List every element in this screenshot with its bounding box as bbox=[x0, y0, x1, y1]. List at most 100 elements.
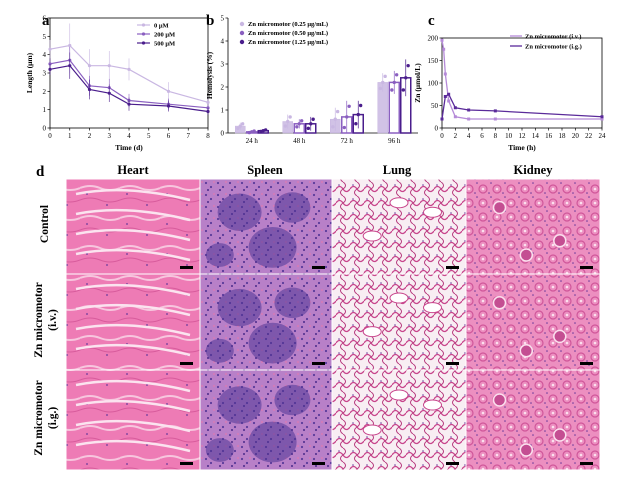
kidney-glomerulus bbox=[492, 200, 507, 215]
panel-c-point bbox=[453, 115, 457, 119]
histology-image-kidney bbox=[465, 369, 601, 471]
panel-b-dot bbox=[406, 63, 410, 68]
panel-b-legend-label: Zn micromotor (0.25 μg/mL) bbox=[248, 21, 328, 28]
panel-b-dot bbox=[333, 117, 337, 121]
spleen-white-pulp bbox=[274, 287, 311, 319]
panel-b-dot bbox=[299, 119, 304, 123]
kidney-glomerulus bbox=[492, 393, 507, 407]
spleen-white-pulp bbox=[217, 386, 262, 424]
panel-b-dot bbox=[381, 80, 385, 85]
scale-bar bbox=[312, 462, 325, 465]
panel-a-point bbox=[166, 89, 171, 93]
panel-c-series-line bbox=[441, 93, 603, 120]
panel-a-point bbox=[87, 64, 92, 68]
panel-a-point bbox=[127, 102, 131, 106]
lung-airway bbox=[423, 302, 442, 314]
panel-a-xtick-label: 8 bbox=[206, 132, 210, 140]
panel-c-point bbox=[600, 115, 604, 119]
panel-a-ylabel: Length (μm) bbox=[25, 52, 34, 93]
heart-fiber-gap bbox=[75, 343, 191, 357]
panel-a-point bbox=[206, 109, 210, 114]
panel-c-point bbox=[440, 38, 444, 42]
heart-fiber-gap bbox=[75, 399, 191, 413]
panel-b-dot bbox=[354, 122, 358, 126]
lung-airway bbox=[362, 424, 382, 436]
panel-a-point bbox=[127, 67, 131, 71]
lung-airway bbox=[389, 292, 409, 304]
panel-b-dot bbox=[358, 103, 363, 108]
scale-bar bbox=[580, 462, 593, 465]
panel-c-point bbox=[443, 95, 447, 98]
panel-c-label: c bbox=[428, 13, 435, 29]
histology-image-lung bbox=[331, 178, 467, 275]
panel-b-dot bbox=[309, 122, 313, 126]
panel-b-dot bbox=[295, 125, 299, 129]
panel-a-xtick-label: 6 bbox=[167, 132, 171, 140]
spleen-white-pulp bbox=[248, 227, 297, 268]
scale-bar bbox=[446, 462, 459, 465]
panel-b-ytick-label: 5 bbox=[221, 15, 225, 23]
panel-b-ylabel: Hemolysis (%) bbox=[205, 51, 214, 99]
panel-a-xtick-label: 1 bbox=[68, 132, 72, 140]
panel-c-xlabel: Time (h) bbox=[508, 143, 536, 152]
panel-a-ytick-label: 0 bbox=[43, 125, 47, 133]
lung-airway bbox=[389, 389, 409, 401]
lung-airway bbox=[362, 326, 382, 338]
panel-b-ytick-label: 2 bbox=[221, 84, 225, 92]
panel-b-ytick-label: 4 bbox=[221, 38, 225, 46]
panel-b-legend-label: Zn micromotor (1.25 μg/mL) bbox=[248, 39, 328, 46]
panel-b-dot bbox=[356, 112, 360, 117]
panel-a-legend-marker bbox=[141, 23, 146, 27]
lung-airway bbox=[423, 206, 442, 218]
spleen-white-pulp bbox=[217, 193, 262, 231]
panel-b-legend-label: Zn micromotor (0.50 μg/mL) bbox=[248, 30, 328, 37]
panel-b-label: b bbox=[206, 13, 214, 29]
panel-b-dot bbox=[335, 109, 340, 114]
spleen-white-pulp bbox=[205, 243, 234, 267]
panel-a-xlabel: Time (d) bbox=[115, 143, 143, 152]
panel-c-legend-label: Zn micromotor (i.g.) bbox=[525, 44, 582, 51]
panel-b-category-label: 96 h bbox=[388, 137, 401, 145]
panel-c-xtick-label: 0 bbox=[440, 132, 444, 140]
heart-fiber-gap bbox=[75, 283, 191, 297]
panel-b-dot bbox=[306, 126, 311, 131]
panel-c-xtick-label: 4 bbox=[467, 132, 471, 140]
panel-a-legend-label: 200 μM bbox=[154, 32, 175, 39]
heart-fiber-gap bbox=[75, 188, 191, 202]
row-header-control: Control bbox=[39, 205, 51, 243]
row-header-iv-line1: Zn micromotor bbox=[33, 282, 45, 357]
panel-c-point bbox=[440, 117, 444, 121]
panel-a-point bbox=[48, 67, 52, 71]
kidney-glomerulus bbox=[553, 329, 567, 344]
panel-a-xtick-label: 3 bbox=[108, 132, 112, 140]
panel-c-point bbox=[493, 109, 497, 113]
kidney-glomerulus bbox=[519, 248, 534, 262]
panel-a-point bbox=[48, 47, 52, 51]
panel-b-category-label: 72 h bbox=[341, 137, 354, 145]
panel-c-xtick-label: 20 bbox=[572, 132, 580, 140]
panel-c-xtick-label: 12 bbox=[519, 132, 527, 140]
panel-a-point bbox=[166, 104, 171, 108]
panel-c-ytick-label: 200 bbox=[428, 35, 439, 43]
panel-a-legend-marker bbox=[141, 41, 146, 45]
panel-c-xtick-label: 22 bbox=[585, 132, 593, 140]
heart-fiber-gap bbox=[75, 379, 191, 393]
spleen-white-pulp bbox=[248, 322, 297, 364]
panel-a-label: a bbox=[42, 13, 50, 29]
panel-b-dot bbox=[347, 104, 351, 108]
scale-bar bbox=[312, 362, 325, 365]
panel-b-dot bbox=[240, 122, 245, 126]
panel-a-legend-marker bbox=[141, 32, 146, 36]
panel-c-xtick-label: 14 bbox=[532, 132, 540, 140]
lung-airway bbox=[389, 197, 409, 209]
panel-c-ytick-label: 100 bbox=[428, 80, 439, 88]
panel-b-dot bbox=[401, 88, 406, 92]
spleen-white-pulp bbox=[205, 438, 234, 462]
panel-b-dot bbox=[404, 76, 408, 80]
panel-b-dot bbox=[342, 125, 347, 130]
panel-c-point bbox=[447, 92, 451, 96]
panel-b-dot bbox=[263, 128, 268, 132]
kidney-glomerulus bbox=[553, 428, 567, 442]
panel-c-ylabel: Zn (μmol/L) bbox=[413, 63, 422, 103]
row-header-ig-line1: Zn micromotor bbox=[33, 380, 45, 455]
